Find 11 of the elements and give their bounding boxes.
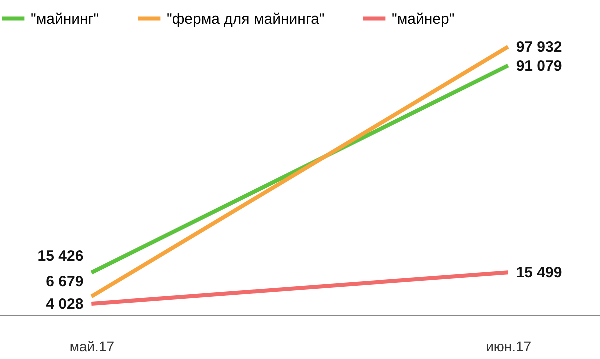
x-tick-label: июн.17 (486, 338, 532, 354)
data-label: 15 426 (38, 248, 84, 265)
legend-label: "майнинг" (31, 10, 100, 28)
data-label: 6 679 (46, 274, 84, 291)
legend-label: "ферма для майнинга" (167, 10, 325, 28)
data-label: 4 028 (46, 296, 84, 313)
data-label: 91 079 (516, 58, 562, 75)
x-tick-label: май.17 (70, 338, 115, 354)
legend-label: "майнер" (392, 10, 455, 28)
data-label: 97 932 (516, 39, 562, 56)
data-label: 15 499 (516, 264, 562, 282)
